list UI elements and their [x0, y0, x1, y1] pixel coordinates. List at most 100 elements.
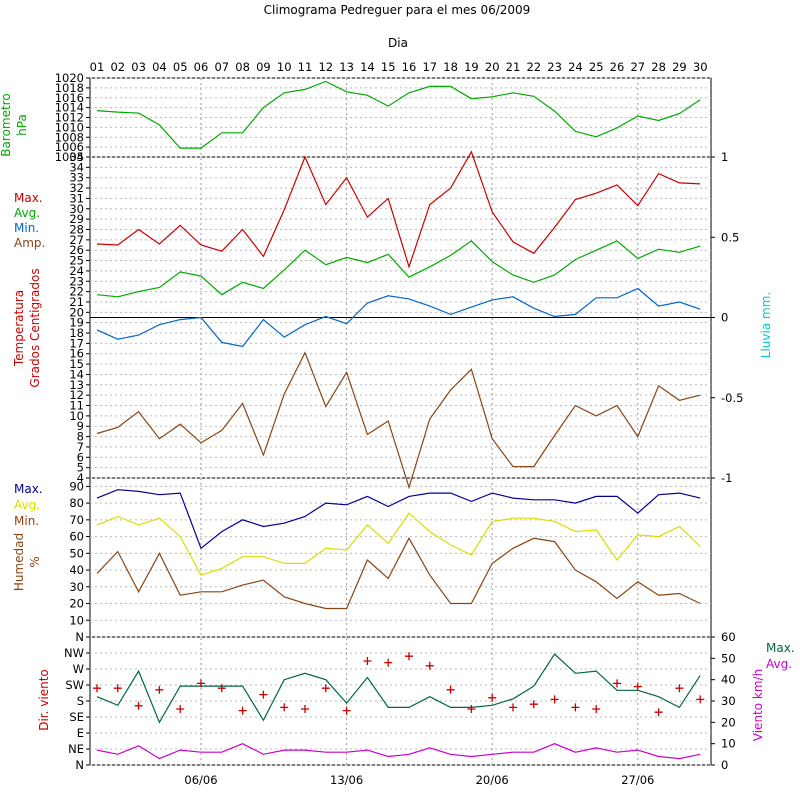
y-tick-label: 1010	[55, 120, 84, 134]
humidity-legend-item: Avg.	[14, 498, 40, 512]
wind-direction-marker	[571, 703, 580, 712]
humidity-legend-item: Max.	[14, 482, 43, 496]
wind-direction-axis-title: Dir. viento	[37, 669, 51, 731]
y-tick-label: 14	[69, 367, 84, 381]
day-label: 08	[235, 60, 250, 74]
y-tick-label: 21	[69, 295, 84, 309]
y2-tick-label: 0	[721, 311, 728, 325]
y-tick-label: 10	[69, 409, 84, 423]
y-tick-label: 19	[69, 316, 84, 330]
temperature-legend-item: Avg.	[14, 206, 40, 220]
y-tick-label: 1014	[55, 101, 84, 115]
y-tick-label: 28	[69, 222, 84, 236]
day-label: 03	[131, 60, 146, 74]
y2-tick-label: 0.5	[721, 230, 739, 244]
temperature-min-line	[96, 287, 701, 348]
day-label: 25	[589, 60, 604, 74]
y-tick-label: 1018	[55, 81, 84, 95]
wind-direction-marker	[696, 695, 705, 704]
y-tick-label: 34	[69, 160, 84, 174]
temperature-amp-line	[96, 351, 701, 490]
day-label: 23	[547, 60, 562, 74]
wind-direction-marker	[280, 703, 289, 712]
day-label: 29	[672, 60, 687, 74]
wind-direction-marker	[342, 706, 351, 715]
y2-tick-label: 40	[721, 673, 736, 687]
day-label: 01	[90, 60, 105, 74]
day-label: 17	[422, 60, 437, 74]
y-tick-label: SW	[65, 678, 84, 692]
rain-axis-title: Lluvia mm.	[759, 292, 773, 358]
y-tick-label: 33	[69, 171, 84, 185]
y-tick-label: 1020	[55, 71, 84, 85]
y-tick-label: 1006	[55, 140, 84, 154]
wind-direction-marker	[93, 684, 101, 693]
y-tick-label: 26	[69, 243, 84, 257]
wind-avg-line	[96, 743, 701, 760]
y-tick-label: 7	[77, 440, 84, 454]
y-tick-label: 70	[69, 513, 84, 527]
y-tick-label: 10	[69, 613, 84, 627]
day-axis-label: Dia	[388, 36, 408, 50]
wind-direction-marker	[550, 695, 559, 704]
day-label: 27	[630, 60, 645, 74]
wind-direction-marker	[467, 705, 476, 713]
barometer-axis-title: hPa	[15, 114, 29, 136]
y-tick-label: 15	[69, 357, 84, 371]
y-tick-label: 30	[69, 580, 84, 594]
temperature-max-line	[96, 150, 701, 269]
y-tick-label: 9	[77, 419, 84, 433]
day-label: 15	[381, 60, 396, 74]
temperature-legend-item: Min.	[14, 221, 39, 235]
y-tick-label: 12	[69, 388, 84, 402]
wind-direction-marker	[134, 701, 143, 710]
y-tick-label: 11	[69, 399, 84, 413]
wind-legend-item: Max.	[766, 641, 795, 655]
y-tick-label: 90	[69, 479, 84, 493]
y-tick-label: 4	[77, 471, 84, 485]
y-tick-label: 50	[69, 546, 84, 560]
y2-tick-label: 30	[721, 694, 736, 708]
y-tick-label: NW	[64, 646, 84, 660]
temperature-axis-title: Grados Centigrados	[28, 268, 42, 387]
y-tick-label: 1012	[55, 111, 84, 125]
y-tick-label: 13	[69, 378, 84, 392]
y-tick-label: 30	[69, 202, 84, 216]
day-label: 13	[339, 60, 354, 74]
day-label: 09	[256, 60, 271, 74]
y-tick-label: 35	[69, 150, 84, 164]
day-label: 06	[194, 60, 209, 74]
y-tick-label: 40	[69, 563, 84, 577]
wind-direction-marker	[633, 682, 642, 691]
y-tick-label: 20	[69, 597, 84, 611]
y-tick-label: 1016	[55, 91, 84, 105]
y-tick-label: 20	[69, 305, 84, 319]
day-label: 14	[360, 60, 375, 74]
humidity-avg-line	[96, 512, 701, 576]
y-tick-label: 24	[69, 264, 84, 278]
wind-direction-marker	[384, 658, 393, 667]
y2-tick-label: 20	[721, 715, 736, 729]
wind-direction-marker	[321, 684, 330, 693]
week-label: 20/06	[476, 773, 509, 787]
wind-direction-marker	[488, 693, 497, 702]
humidity-axis-title: Humedad	[12, 533, 26, 591]
day-label: 24	[568, 60, 583, 74]
y-tick-label: 5	[77, 461, 84, 475]
chart-title: Climograma Pedreguer para el mes 06/2009	[264, 3, 531, 17]
y2-tick-label: 10	[721, 737, 736, 751]
wind-direction-marker	[155, 685, 164, 694]
wind-direction-marker	[509, 703, 517, 712]
temperature-legend-item: Amp.	[14, 236, 45, 250]
plot-frame	[89, 77, 712, 766]
day-label: 10	[277, 60, 292, 74]
y-tick-label: 29	[69, 212, 84, 226]
y-tick-label: 32	[69, 181, 84, 195]
humidity-min-line	[96, 537, 701, 610]
wind-direction-marker	[217, 684, 226, 693]
y-tick-label: 16	[69, 347, 84, 361]
wind-direction-marker	[592, 705, 601, 713]
week-label: 27/06	[621, 773, 654, 787]
wind-direction-marker	[425, 661, 434, 670]
